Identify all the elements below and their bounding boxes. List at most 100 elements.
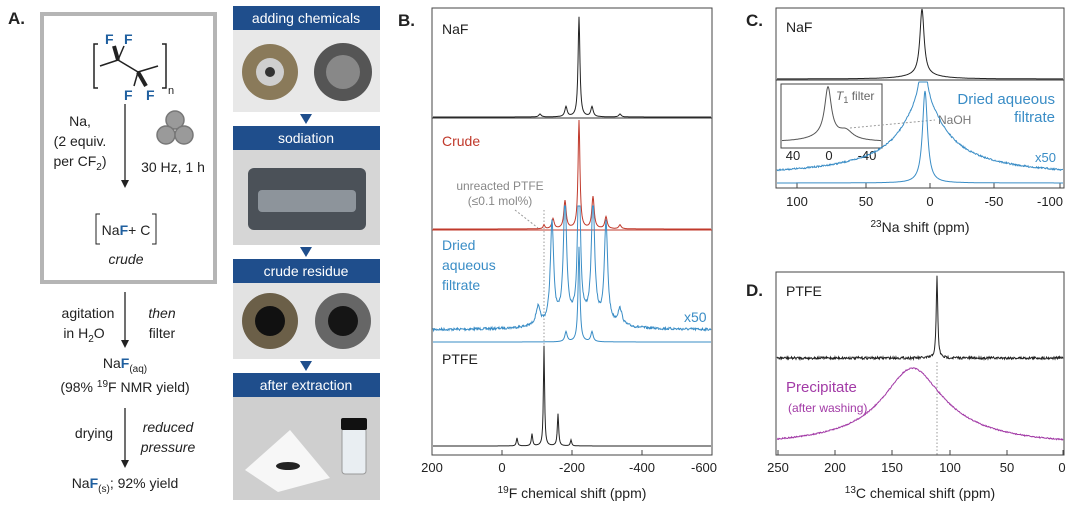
x-tick-label: 200 [421, 460, 443, 475]
x-axis-title: 23Na shift (ppm) [870, 219, 969, 235]
scale-label: x50 [684, 309, 707, 325]
photo-header [233, 126, 380, 150]
trace-label: aqueous [442, 257, 496, 273]
inset-frame [780, 83, 883, 149]
panel-label: B. [398, 11, 415, 30]
aq-yield: (98% 19F NMR yield) [60, 379, 189, 395]
reagent: (2 equiv. [54, 133, 107, 149]
trace-label: Dried [442, 237, 475, 253]
arrow-head [121, 460, 129, 468]
step: agitation [62, 305, 115, 321]
trace-label: Crude [442, 133, 480, 149]
spectrum [781, 85, 881, 142]
flow-arrow [300, 361, 312, 371]
x-tick-label: -50 [985, 194, 1004, 209]
product-note: crude [108, 251, 143, 267]
step: pressure [140, 439, 196, 455]
milling: 30 Hz, 1 h [141, 159, 205, 175]
spectrum [777, 90, 1063, 184]
aq-product: NaF(aq) [103, 355, 147, 375]
trace-label: PTFE [442, 351, 478, 367]
photo-header [233, 373, 380, 397]
spectrum [433, 16, 711, 118]
plot-frame [431, 7, 713, 456]
plot-frame [775, 7, 1065, 189]
spectrum [776, 367, 1064, 441]
inset-label: T1 filter [836, 89, 874, 105]
photo-caption: crude residue [264, 263, 349, 279]
atom: F [124, 87, 133, 103]
inset-tick-label: 0 [825, 148, 832, 163]
reagent: Na, [69, 113, 91, 129]
atom: F [124, 31, 133, 47]
photo-detail [328, 306, 358, 336]
trace-label: filtrate [1014, 109, 1055, 126]
spectrum [777, 8, 1063, 80]
crude-frame [40, 12, 217, 284]
spectrum [776, 81, 1063, 172]
ball-mill-icon [156, 110, 194, 145]
x-tick-label: 100 [786, 194, 808, 209]
trace-label: Precipitate [786, 379, 857, 396]
photo-detail [326, 55, 360, 89]
arrow-head [121, 180, 129, 188]
panel-label: D. [746, 281, 763, 300]
panel-d: D. PTFE Precipitate (after washing) 250 … [746, 271, 1066, 501]
repeat-index: n [168, 85, 174, 97]
arrow-head [121, 340, 129, 348]
x-tick-label: -200 [559, 460, 585, 475]
x-axis-title: 13C chemical shift (ppm) [845, 485, 995, 501]
reagent: per CF2) [53, 153, 106, 173]
x-tick-label: 50 [1000, 460, 1014, 475]
step: in H2O [63, 325, 104, 345]
photo-detail [258, 190, 356, 212]
flow-arrow [300, 247, 312, 257]
x-tick-label: 0 [1058, 460, 1065, 475]
spectrum [432, 205, 712, 333]
photo-detail [341, 418, 367, 430]
photo-header [233, 259, 380, 283]
spectrum [776, 275, 1064, 362]
x-tick-label: 200 [824, 460, 846, 475]
photo-caption: adding chemicals [252, 10, 360, 26]
trace-label: Dried aqueous [957, 91, 1055, 108]
x-tick-label: 100 [939, 460, 961, 475]
x-tick-label: -100 [1037, 194, 1063, 209]
photo-column: adding chemicals sodiation crude residue… [233, 6, 380, 500]
bracket [95, 213, 157, 245]
step: drying [75, 425, 113, 441]
x-tick-label: 0 [498, 460, 505, 475]
panel-a: A. F F F F n Na, (2 equiv. per CF2) 30 H… [8, 9, 217, 495]
x-tick-label: 250 [767, 460, 789, 475]
trace-label: filtrate [442, 277, 480, 293]
photo-caption: after extraction [260, 377, 353, 393]
annotation: (≤0.1 mol%) [468, 194, 533, 208]
photo-detail [245, 430, 330, 492]
photo-detail [276, 462, 300, 470]
flow-arrow [300, 114, 312, 124]
x-axis-title: 19F chemical shift (ppm) [498, 485, 647, 501]
x-tick-label: 0 [926, 194, 933, 209]
photo-caption: sodiation [278, 130, 334, 146]
panel-label: C. [746, 11, 763, 30]
x-tick-label: 50 [859, 194, 873, 209]
inset-label: NaOH [938, 113, 971, 127]
trace-label: PTFE [786, 283, 822, 299]
trace-note: (after washing) [788, 401, 867, 415]
trace-label: NaF [786, 19, 812, 35]
plot-frame [775, 271, 1065, 456]
photo-detail [341, 427, 367, 475]
annotation: unreacted PTFE [456, 179, 543, 193]
x-tick-label: 150 [881, 460, 903, 475]
spectrum [433, 345, 711, 447]
step: then [148, 305, 175, 321]
panel-b: B. NaF Crude unreacted PTFE (≤0.1 mol%) … [398, 7, 717, 501]
x-tick-label: -600 [691, 460, 717, 475]
inset-tick-label: 40 [786, 148, 800, 163]
step: reduced [143, 419, 195, 435]
solid-product: NaF(s); 92% yield [72, 475, 179, 495]
x-tick-label: -400 [629, 460, 655, 475]
photo-header [233, 6, 380, 30]
step: filter [149, 325, 176, 341]
